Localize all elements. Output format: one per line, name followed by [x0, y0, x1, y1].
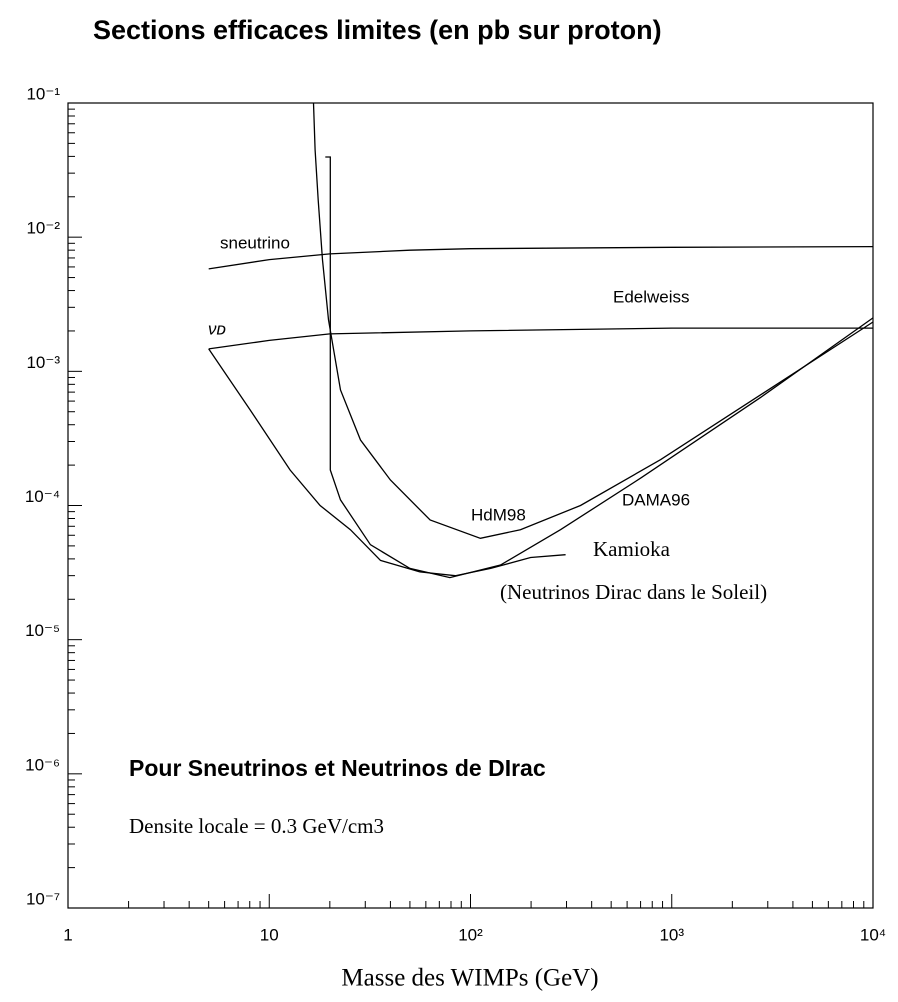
annotation: Densite locale = 0.3 GeV/cm3: [129, 814, 384, 838]
annotation: νᴅ: [208, 319, 226, 338]
limit-curve: [312, 102, 874, 539]
annotation: Pour Sneutrinos et Neutrinos de DIrac: [129, 755, 546, 781]
annotation: Kamioka: [593, 537, 671, 561]
y-tick-label: 10⁻⁴: [25, 487, 60, 506]
annotation: (Neutrinos Dirac dans le Soleil): [500, 580, 767, 604]
limit-curve: [325, 156, 874, 579]
y-tick-label: 10⁻¹: [26, 84, 60, 103]
x-tick-label: 10⁴: [860, 925, 886, 944]
limit-curve: [208, 348, 566, 577]
y-tick-label: 10⁻⁵: [25, 621, 60, 640]
x-tick-label: 10: [260, 925, 279, 944]
x-tick-label: 10²: [458, 925, 483, 944]
x-tick-label: 1: [63, 925, 72, 944]
annotation: sneutrino: [220, 233, 290, 252]
annotation: DAMA96: [622, 490, 690, 509]
limit-curve: [208, 327, 873, 350]
limit-curve: [208, 245, 874, 270]
chart-title: Sections efficaces limites (en pb sur pr…: [93, 15, 662, 45]
y-tick-label: 10⁻²: [26, 219, 60, 238]
annotation: Edelweiss: [613, 287, 690, 306]
y-tick-label: 10⁻³: [26, 353, 60, 372]
x-tick-label: 10³: [659, 925, 684, 944]
x-axis-label: Masse des WIMPs (GeV): [341, 965, 598, 992]
y-tick-label: 10⁻⁷: [26, 889, 60, 908]
annotation: HdM98: [471, 505, 526, 524]
y-tick-label: 10⁻⁶: [25, 755, 60, 774]
